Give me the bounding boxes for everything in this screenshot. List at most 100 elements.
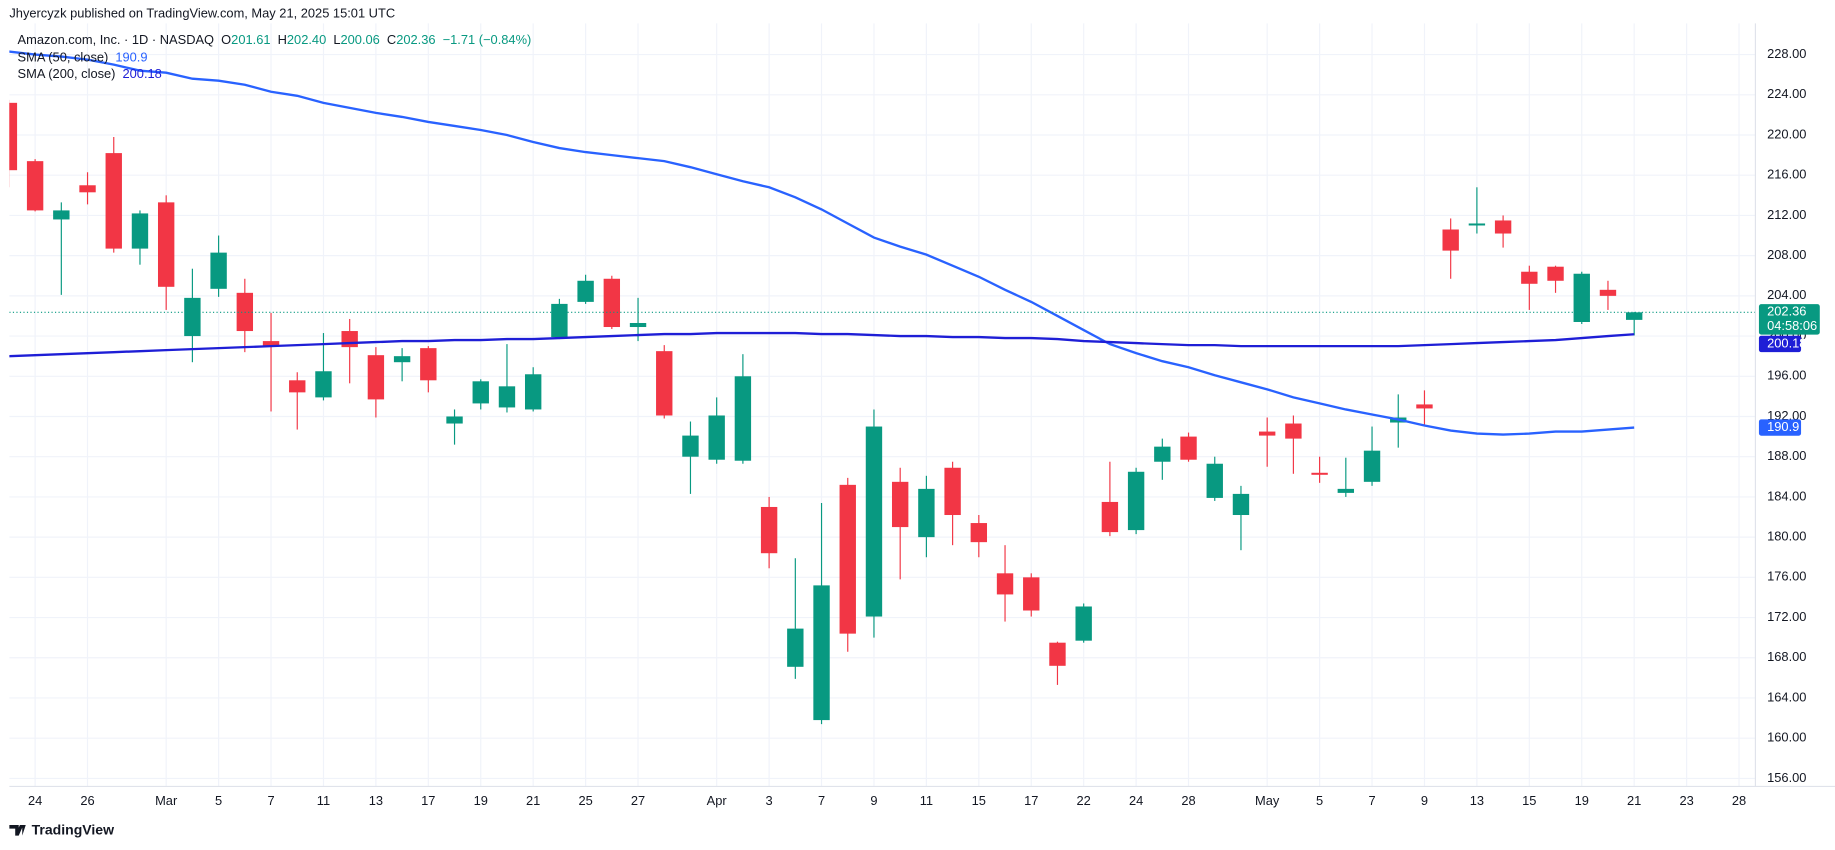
candle-body	[603, 278, 621, 328]
ohlc-label: H	[278, 32, 287, 47]
candle-body	[1206, 463, 1223, 498]
candle-body	[262, 341, 280, 347]
candle-body	[1311, 472, 1328, 475]
y-tick-label: 196.00	[1767, 368, 1806, 383]
legend-name: SMA (50, close)	[18, 50, 109, 65]
candle-body	[1023, 577, 1040, 611]
x-tick-label: 21	[1627, 793, 1641, 808]
candle-body	[1521, 271, 1538, 284]
candle-body	[708, 415, 725, 460]
legend-name: SMA (200, close)	[18, 66, 116, 81]
candle-body	[1442, 229, 1459, 251]
x-tick-label: 28	[1732, 793, 1746, 808]
publish-note: Jhyercyzk published on TradingView.com, …	[9, 5, 395, 20]
x-tick-label: 13	[1470, 793, 1484, 808]
candle-body	[1075, 606, 1092, 641]
candle-body	[734, 376, 752, 461]
symbol-title: Amazon.com, Inc. · 1D · NASDAQ	[18, 32, 215, 47]
legend-entry: SMA (50, close) 190.9	[18, 50, 148, 65]
candle-body	[551, 303, 568, 338]
x-tick-label: 26	[80, 793, 94, 808]
plot-area	[9, 50, 1756, 725]
x-tick-label: 3	[766, 793, 773, 808]
candle-body	[918, 488, 935, 538]
y-tick-label: 216.00	[1767, 167, 1806, 182]
ohlc-legend: Amazon.com, Inc. · 1D · NASDAQ O201.61 H…	[18, 32, 532, 47]
sma-badge-value: 190.9	[1767, 419, 1799, 434]
x-tick-label: 24	[28, 793, 42, 808]
candle-body	[682, 435, 699, 457]
x-tick-label: 7	[818, 793, 825, 808]
candle-body	[1625, 312, 1643, 320]
candle-body	[1127, 471, 1145, 531]
candle-body	[1337, 488, 1355, 493]
x-tick-label: 9	[870, 793, 877, 808]
candle-body	[367, 355, 385, 400]
candle-body	[1258, 431, 1276, 436]
candle-body	[184, 297, 201, 337]
y-tick-label: 204.00	[1767, 287, 1806, 302]
x-tick-label: 11	[920, 793, 933, 808]
candle-body	[472, 381, 489, 404]
candle-body	[498, 386, 516, 408]
candle-body	[9, 102, 18, 171]
x-tick-label: 19	[1575, 793, 1589, 808]
candle-body	[787, 628, 804, 667]
y-tick-label: 228.00	[1767, 46, 1806, 61]
candle-body	[656, 351, 673, 416]
ohlc-value: 200.06	[340, 32, 379, 47]
candle-body	[393, 356, 411, 363]
legend-entry: SMA (200, close) 200.18	[18, 66, 162, 81]
candle-body	[1547, 266, 1564, 281]
x-tick-label: May	[1255, 793, 1280, 808]
sma-badge	[1758, 335, 1802, 353]
x-tick-label: 28	[1181, 793, 1195, 808]
x-tick-label: 21	[526, 793, 540, 808]
legend-value: 190.9	[115, 50, 147, 65]
x-tick-label: 15	[1522, 793, 1536, 808]
x-tick-label: 7	[267, 793, 274, 808]
x-tick-label: 22	[1077, 793, 1091, 808]
x-tick-label: 17	[421, 793, 435, 808]
x-tick-label: Mar	[155, 793, 178, 808]
ohlc-label: L	[333, 32, 340, 47]
y-tick-label: 172.00	[1767, 609, 1806, 624]
x-tick-label: 15	[972, 793, 986, 808]
candle-body	[970, 523, 988, 543]
sma-badge	[1758, 419, 1802, 436]
candle-body	[315, 371, 332, 398]
ohlc-value: 201.61	[231, 32, 270, 47]
x-tick-label: 17	[1024, 793, 1038, 808]
candle-body	[131, 213, 149, 249]
candle-body	[289, 380, 306, 393]
candle-body	[524, 374, 542, 410]
sma-line	[9, 50, 1635, 436]
candle-body	[1573, 273, 1590, 322]
candle-body	[210, 252, 227, 289]
x-tick-label: 11	[317, 793, 330, 808]
candle-body	[105, 153, 122, 249]
ohlc-label: C	[387, 32, 396, 47]
y-tick-label: 180.00	[1767, 529, 1806, 544]
candle-body	[79, 185, 96, 193]
candle-body	[1416, 404, 1433, 409]
candle-body	[420, 348, 437, 381]
candle-body	[446, 416, 463, 424]
grid	[9, 23, 1756, 787]
candle-body	[26, 161, 44, 211]
y-tick-label: 176.00	[1767, 569, 1806, 584]
candle-body	[1049, 642, 1066, 666]
x-tick-label: 27	[631, 793, 645, 808]
price-badge	[1758, 304, 1820, 335]
candle-body	[157, 202, 175, 287]
candle-body	[1232, 493, 1250, 516]
candle-body	[865, 426, 883, 617]
candle-body	[1599, 289, 1617, 296]
candle-body	[341, 331, 358, 348]
y-tick-label: 220.00	[1767, 126, 1806, 141]
price-badge-value: 202.36	[1767, 304, 1806, 319]
change: −1.71 (−0.84%)	[443, 32, 532, 47]
x-tick-label: 5	[1316, 793, 1323, 808]
y-tick-label: 156.00	[1767, 770, 1806, 785]
